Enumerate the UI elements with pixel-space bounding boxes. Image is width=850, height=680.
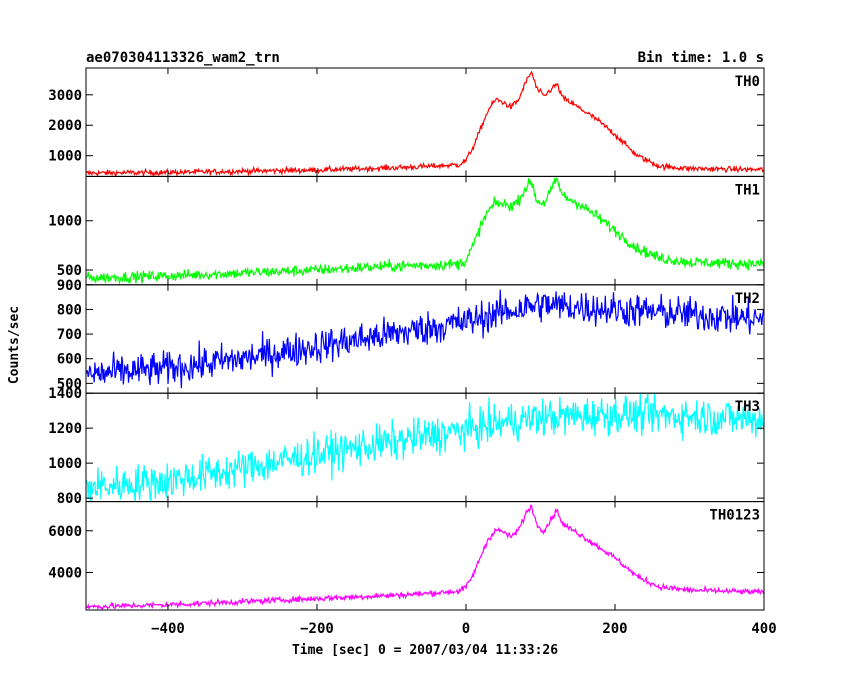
y-tick-label: 4000 <box>48 565 82 581</box>
bin-time-label: Bin time: 1.0 s <box>638 50 764 66</box>
y-tick-label: 700 <box>57 327 82 343</box>
series-name-label: TH3 <box>735 399 760 415</box>
panel-th0123: 4000 6000 TH0123 <box>48 501 765 611</box>
panels: 1000 2000 3000 TH0 500 1000 TH1 500 600 700 800 900… <box>48 67 765 611</box>
panel-th0: 1000 2000 3000 TH0 <box>48 67 765 177</box>
series-name-label: TH0123 <box>709 508 760 524</box>
series-line-th0 <box>86 70 764 177</box>
series-line-th2 <box>86 289 764 389</box>
y-tick-label: 1200 <box>48 421 82 437</box>
panel-th1: 500 1000 TH1 <box>48 175 765 286</box>
panel-frame <box>85 501 765 611</box>
y-tick-label: 800 <box>57 302 82 318</box>
series-name-label: TH2 <box>735 291 760 307</box>
panel-frame <box>85 175 765 286</box>
y-tick-label: 500 <box>57 263 82 279</box>
panel-th3: 800 1000 1200 1400 TH3 <box>48 386 765 507</box>
x-tick-label: −400 <box>151 621 185 637</box>
x-tick-label: −200 <box>300 621 334 637</box>
y-tick-label: 1400 <box>48 386 82 402</box>
chart-title: ae070304113326_wam2_trn <box>86 50 280 66</box>
y-axis-label: Counts/sec <box>7 306 22 384</box>
panel-frame <box>85 67 765 177</box>
series-name-label: TH1 <box>735 182 760 198</box>
y-tick-label: 1000 <box>48 456 82 472</box>
x-axis-label: Time [sec] 0 = 2007/03/04 11:33:26 <box>292 643 558 658</box>
y-tick-label: 1000 <box>48 214 82 230</box>
panel-th2: 500 600 700 800 900 TH2 <box>57 278 765 394</box>
x-axis: −400 −200 0 200 400 <box>151 621 777 637</box>
series-line-th3 <box>86 393 764 502</box>
y-tick-label: 800 <box>57 491 82 507</box>
y-tick-label: 900 <box>57 278 82 294</box>
y-tick-label: 6000 <box>48 524 82 540</box>
x-tick-label: 0 <box>462 621 470 637</box>
series-name-label: TH0 <box>735 74 760 90</box>
y-tick-label: 1000 <box>48 149 82 165</box>
series-line-th0123 <box>86 504 764 611</box>
y-tick-label: 600 <box>57 352 82 368</box>
x-tick-label: 200 <box>602 621 627 637</box>
y-tick-label: 2000 <box>48 118 82 134</box>
y-tick-label: 500 <box>57 376 82 392</box>
series-line-th1 <box>86 177 764 285</box>
x-tick-label: 400 <box>751 621 776 637</box>
y-tick-label: 3000 <box>48 88 82 104</box>
